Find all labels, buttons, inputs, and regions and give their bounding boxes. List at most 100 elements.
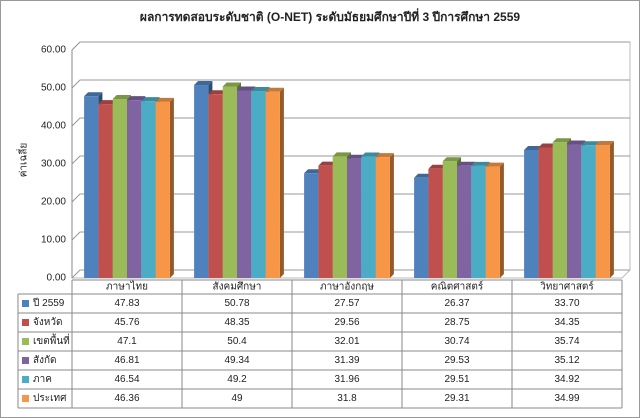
bar-top: [552, 138, 571, 143]
table-value: 31.39: [334, 355, 359, 366]
y-axis-label: ค่าเฉลี่ย: [16, 143, 30, 178]
table-value: 35.74: [554, 336, 579, 347]
bar: [127, 100, 142, 278]
y-tick-label: 20.00: [41, 197, 66, 208]
bar-top: [595, 141, 614, 146]
table-value: 47.83: [114, 298, 139, 309]
bar: [304, 173, 319, 278]
bar: [318, 165, 333, 278]
grid-line: [71, 41, 630, 51]
bar-top: [127, 96, 146, 101]
bar-top: [304, 169, 323, 174]
bar-top: [318, 161, 337, 166]
y-tick-label: 40.00: [41, 121, 66, 132]
table-value: 29.31: [444, 393, 469, 404]
bar-top: [251, 87, 270, 92]
bar-top: [237, 86, 256, 91]
table-value: 31.96: [334, 374, 359, 385]
table-value: 29.53: [444, 355, 469, 366]
bar-top: [581, 141, 600, 146]
bar: [222, 86, 237, 278]
bar-top: [155, 97, 174, 102]
bar-side: [169, 97, 174, 278]
y-tick-label: 0.00: [47, 273, 67, 284]
x-tick-label: วิทยาศาสตร์: [540, 281, 595, 293]
x-tick-label: ภาษาอังกฤษ: [320, 282, 374, 293]
legend-swatch: [22, 357, 29, 364]
legend-label: ปี 2559: [32, 297, 64, 309]
legend-swatch: [22, 376, 29, 383]
bar: [428, 168, 443, 278]
bar: [237, 90, 252, 279]
bar: [442, 161, 457, 278]
table-value: 34.99: [554, 393, 579, 404]
grid-line: [71, 117, 630, 127]
bar: [471, 165, 486, 278]
grid-line: [71, 155, 630, 165]
y-tick-label: 10.00: [41, 235, 66, 246]
chart-title: ผลการทดสอบระดับชาติ (O-NET) ระดับมัธยมศึ…: [140, 8, 520, 24]
table-value: 46.54: [114, 374, 139, 385]
bar: [112, 99, 127, 279]
table-value: 46.36: [114, 393, 139, 404]
bar: [155, 101, 170, 278]
bar: [141, 101, 156, 278]
table-value: 35.12: [554, 355, 579, 366]
bar-top: [84, 92, 103, 97]
bar-top: [567, 140, 586, 145]
grid-line: [71, 79, 630, 89]
bar: [98, 104, 113, 278]
bar-side: [389, 153, 394, 278]
bar: [375, 157, 390, 278]
bar-top: [442, 157, 461, 162]
table-value: 30.74: [444, 336, 469, 347]
bar-top: [265, 87, 284, 92]
bar: [347, 158, 362, 278]
bar-top: [538, 143, 557, 148]
table-value: 50.78: [224, 298, 249, 309]
bar-top: [471, 161, 490, 166]
bar: [457, 165, 472, 278]
bar: [581, 145, 596, 278]
y-tick-label: 30.00: [41, 159, 66, 170]
legend-swatch: [22, 300, 29, 307]
bar-top: [485, 162, 504, 167]
bar-top: [457, 161, 476, 166]
x-tick-label: สังคมศึกษา: [213, 281, 262, 293]
bar: [251, 91, 266, 278]
bar-top: [112, 95, 131, 100]
x-tick-label: ภาษาไทย: [106, 281, 148, 293]
table-value: 49: [231, 393, 243, 404]
bar-top: [332, 152, 351, 157]
legend-swatch: [22, 395, 29, 402]
bar: [567, 144, 582, 278]
y-tick-label: 60.00: [41, 45, 66, 56]
bar-side: [609, 141, 614, 278]
table-value: 31.8: [337, 393, 357, 404]
bar: [538, 147, 553, 278]
bar-top: [524, 145, 543, 150]
table-value: 28.75: [444, 317, 469, 328]
bar-top: [414, 173, 433, 178]
legend-label: ภาค: [33, 374, 52, 385]
bar-top: [222, 82, 241, 87]
table-value: 27.57: [334, 298, 359, 309]
table-value: 29.51: [444, 374, 469, 385]
table-value: 29.56: [334, 317, 359, 328]
bar-top: [194, 81, 213, 86]
table-value: 34.35: [554, 317, 579, 328]
table-value: 46.81: [114, 355, 139, 366]
table-value: 49.2: [227, 374, 247, 385]
legend-label: สังกัด: [33, 355, 57, 366]
table-value: 48.35: [224, 317, 249, 328]
bar: [595, 145, 610, 278]
bar: [84, 96, 99, 278]
legend-label: จังหวัด: [33, 317, 62, 328]
table-value: 32.01: [334, 336, 359, 347]
legend-swatch: [22, 338, 29, 345]
bar-top: [141, 97, 160, 102]
y-tick-label: 50.00: [41, 83, 66, 94]
bar: [524, 149, 539, 278]
x-tick-label: คณิตศาสตร์: [431, 281, 484, 293]
